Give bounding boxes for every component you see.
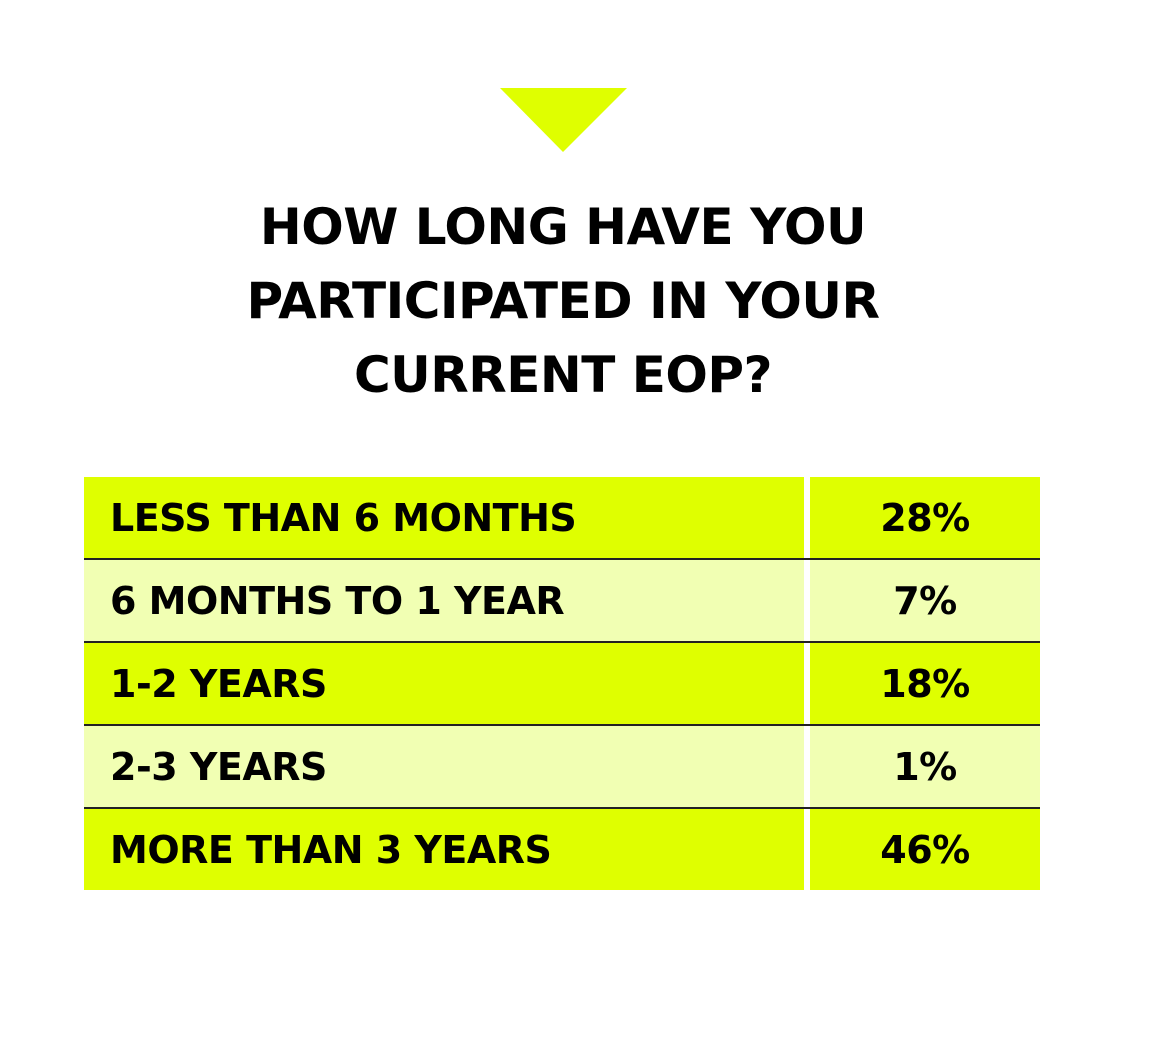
table-row: MORE THAN 3 YEARS 46%	[84, 809, 1040, 890]
column-gap	[804, 809, 810, 890]
title: HOW LONG HAVE YOU PARTICIPATED IN YOUR CUR…	[0, 190, 1126, 412]
row-label: 2-3 YEARS	[84, 726, 804, 807]
table-row: 2-3 YEARS 1%	[84, 726, 1040, 809]
row-value: 7%	[810, 560, 1040, 641]
title-line: CURRENT EOP?	[353, 346, 773, 404]
triangle	[500, 88, 627, 152]
triangle-icon	[500, 88, 627, 152]
row-value: 28%	[810, 477, 1040, 558]
row-value: 18%	[810, 643, 1040, 724]
row-label: LESS THAN 6 MONTHS	[84, 477, 804, 558]
title-line: PARTICIPATED IN YOUR	[246, 272, 880, 330]
row-label: 6 MONTHS TO 1 YEAR	[84, 560, 804, 641]
table-row: 1-2 YEARS 18%	[84, 643, 1040, 726]
table: LESS THAN 6 MONTHS 28% 6 MONTHS TO 1 YEAR 7…	[84, 477, 1040, 890]
column-gap	[804, 643, 810, 724]
column-gap	[804, 477, 810, 558]
column-gap	[804, 726, 810, 807]
row-label: 1-2 YEARS	[84, 643, 804, 724]
row-value: 1%	[810, 726, 1040, 807]
table-row: LESS THAN 6 MONTHS 28%	[84, 477, 1040, 560]
row-value: 46%	[810, 809, 1040, 890]
title-line: HOW LONG HAVE YOU	[259, 198, 867, 256]
column-gap	[804, 560, 810, 641]
row-label: MORE THAN 3 YEARS	[84, 809, 804, 890]
table-row: 6 MONTHS TO 1 YEAR 7%	[84, 560, 1040, 643]
